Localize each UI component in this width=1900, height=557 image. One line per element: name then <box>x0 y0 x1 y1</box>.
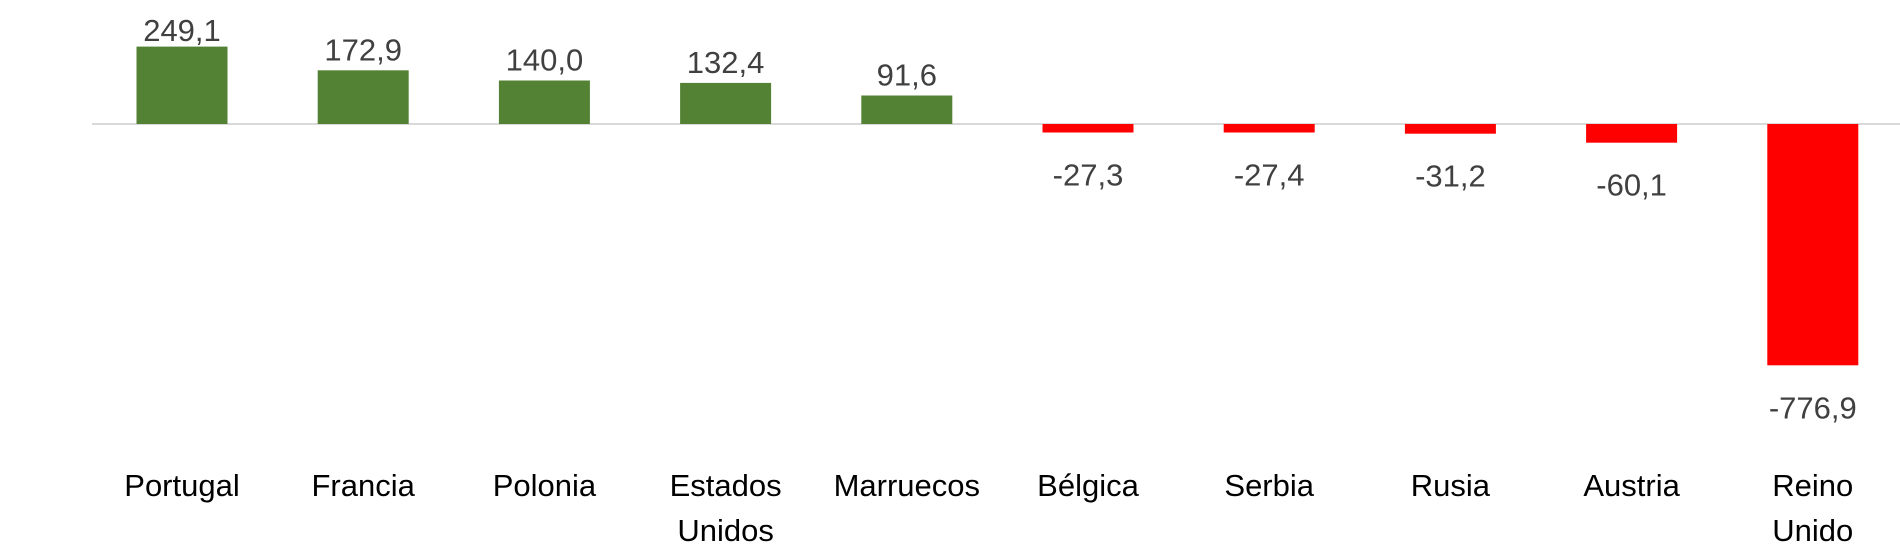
category-label: Austria <box>1583 468 1680 503</box>
category-label-line: Unidos <box>677 513 774 548</box>
bar <box>1223 124 1315 133</box>
bar <box>680 82 772 124</box>
category-label: Portugal <box>124 468 239 503</box>
category-label: Polonia <box>493 468 597 503</box>
category-label: Reino Unido <box>1772 468 1853 548</box>
value-labels-group: 249,1 172,9 140,0 132,4 91,6 -27,3 -27,4 -31,2 -… <box>143 13 1857 425</box>
bar-value-label: 249,1 <box>143 13 221 48</box>
bar <box>136 46 228 124</box>
bar-value-label: -60,1 <box>1596 168 1667 203</box>
category-label-line: Francia <box>312 468 416 503</box>
category-label-line: Marruecos <box>834 468 980 503</box>
bar-value-label: 91,6 <box>877 58 937 93</box>
category-label-line: Bélgica <box>1037 468 1139 503</box>
category-label: Marruecos <box>834 468 980 503</box>
bar-value-label: 132,4 <box>687 45 765 80</box>
category-label-line: Polonia <box>493 468 597 503</box>
category-label-line: Serbia <box>1224 468 1314 503</box>
bar <box>1042 124 1134 133</box>
category-label: Serbia <box>1224 468 1314 503</box>
bar-value-label: 172,9 <box>324 32 402 67</box>
category-label-line: Portugal <box>124 468 239 503</box>
bar <box>1767 124 1859 366</box>
category-label: Estados Unidos <box>670 468 782 548</box>
bars-group <box>136 46 1859 366</box>
bar <box>1404 124 1496 134</box>
category-label: Rusia <box>1411 468 1491 503</box>
bar-value-label: -27,3 <box>1053 158 1124 193</box>
category-label-line: Estados <box>670 468 782 503</box>
category-label-line: Rusia <box>1411 468 1491 503</box>
category-label-line: Unido <box>1772 513 1853 548</box>
bar-value-label: -31,2 <box>1415 159 1486 194</box>
bar <box>317 70 409 124</box>
bar-value-label: -776,9 <box>1769 390 1857 425</box>
bar <box>1586 124 1678 143</box>
category-labels-group: Portugal Francia Polonia Estados Unidos Marru… <box>124 468 1853 548</box>
bar-value-label: 140,0 <box>506 43 584 78</box>
category-label-line: Austria <box>1583 468 1680 503</box>
bar <box>498 80 590 124</box>
bar-value-label: -27,4 <box>1234 158 1305 193</box>
category-label-line: Reino <box>1772 468 1853 503</box>
bar <box>861 95 953 124</box>
category-label: Francia <box>312 468 416 503</box>
category-label: Bélgica <box>1037 468 1139 503</box>
